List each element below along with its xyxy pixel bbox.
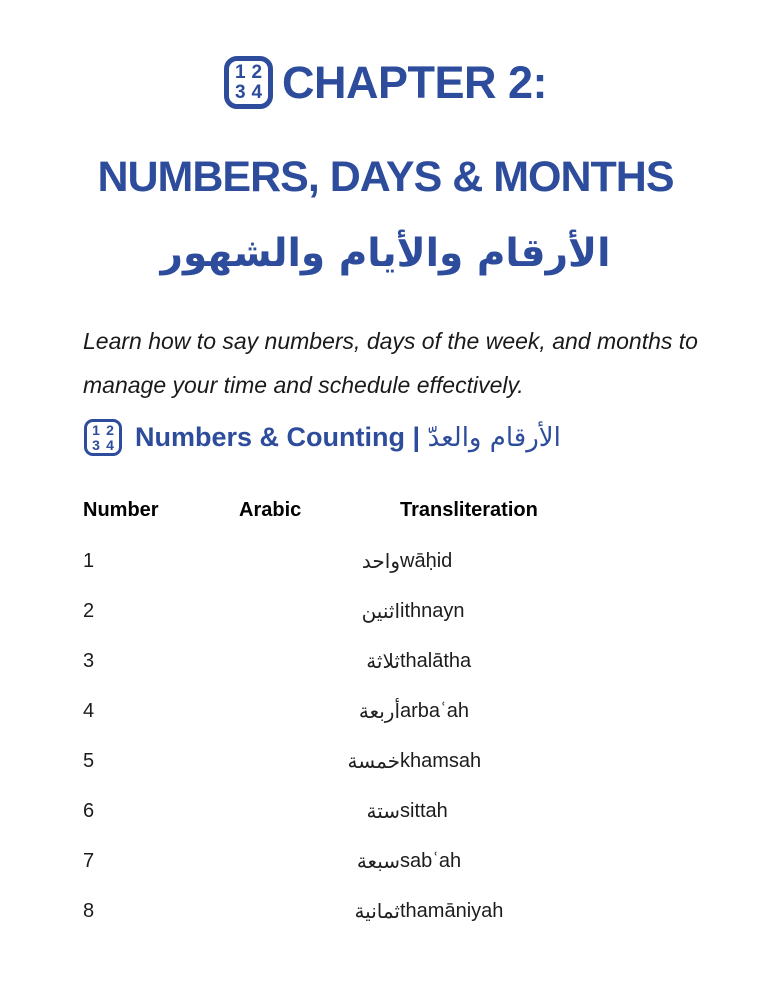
number-cell: 8 — [83, 899, 95, 922]
arabic-cell: أربعة — [358, 699, 400, 723]
number-cell: 4 — [83, 699, 95, 722]
numbers-icon-digit: 2 — [106, 422, 114, 439]
number-cell: 6 — [83, 799, 95, 822]
transliteration-cell: arbaʿah — [400, 699, 469, 722]
chapter-subtitle: NUMBERS, DAYS & MONTHS — [97, 153, 674, 201]
numbers-icon: 1 2 3 4 — [223, 56, 273, 109]
number-cell: 3 — [83, 649, 95, 672]
numbers-icon-digit: 1 — [92, 422, 100, 439]
number-cell: 5 — [83, 749, 95, 772]
transliteration-cell: khamsah — [400, 749, 482, 772]
chapter-title: CHAPTER 2: — [281, 56, 548, 108]
section-title-en: Numbers & Counting — [135, 422, 405, 452]
numbers-icon-digit: 1 — [234, 62, 246, 84]
numbers-icon-digit: 4 — [106, 436, 114, 453]
transliteration-cell: wāḥid — [400, 549, 453, 572]
arabic-cell: سبعة — [356, 849, 400, 873]
section-header: 1 2 3 4 Numbers & Counting | الأرقام وال… — [84, 417, 771, 458]
section-title: Numbers & Counting | الأرقام والعدّ — [135, 417, 561, 458]
section-title-arabic: الأرقام والعدّ — [427, 423, 561, 453]
numbers-icon-digit: 2 — [251, 62, 263, 84]
arabic-cell: ستة — [366, 799, 400, 823]
numbers-icon-digit: 4 — [251, 81, 263, 103]
section-title-separator: | — [412, 422, 421, 452]
number-cell: 1 — [83, 549, 95, 572]
arabic-cell: واحد — [361, 549, 400, 573]
transliteration-cell: sittah — [400, 799, 448, 822]
arabic-cell: ثمانية — [354, 899, 400, 923]
number-cell: 7 — [83, 849, 95, 872]
arabic-cell: ثلاثة — [366, 649, 400, 673]
intro-paragraph: Learn how to say numbers, days of the we… — [83, 328, 698, 398]
numbers-icon-digit: 3 — [234, 81, 246, 103]
number-cell: 2 — [83, 599, 95, 622]
arabic-cell: خمسة — [347, 749, 401, 773]
numbers-icon-digit: 3 — [92, 436, 100, 453]
transliteration-cell: ithnayn — [400, 599, 465, 622]
arabic-cell: اثنين — [361, 599, 400, 623]
numbers-table: Number Arabic Transliteration 1 واحد wāḥ… — [83, 484, 771, 936]
chapter-title-row: 1 2 3 4 CHAPTER 2: — [0, 56, 771, 109]
column-header-arabic: Arabic — [239, 498, 302, 521]
transliteration-cell: thamāniyah — [400, 899, 504, 922]
column-header-transliteration: Transliteration — [400, 498, 538, 521]
document-page: 1 2 3 4 CHAPTER 2: NUMBERS, DAYS & MONTH… — [0, 56, 771, 1000]
chapter-title-arabic: الأرقام والأيام والشهور — [160, 231, 611, 276]
transliteration-cell: thalātha — [400, 649, 472, 672]
transliteration-cell: sabʿah — [400, 849, 462, 872]
column-header-number: Number — [83, 498, 159, 521]
numbers-icon: 1 2 3 4 — [84, 419, 122, 456]
